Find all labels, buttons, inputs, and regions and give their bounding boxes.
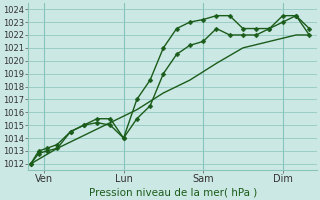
X-axis label: Pression niveau de la mer( hPa ): Pression niveau de la mer( hPa ) [89,187,257,197]
